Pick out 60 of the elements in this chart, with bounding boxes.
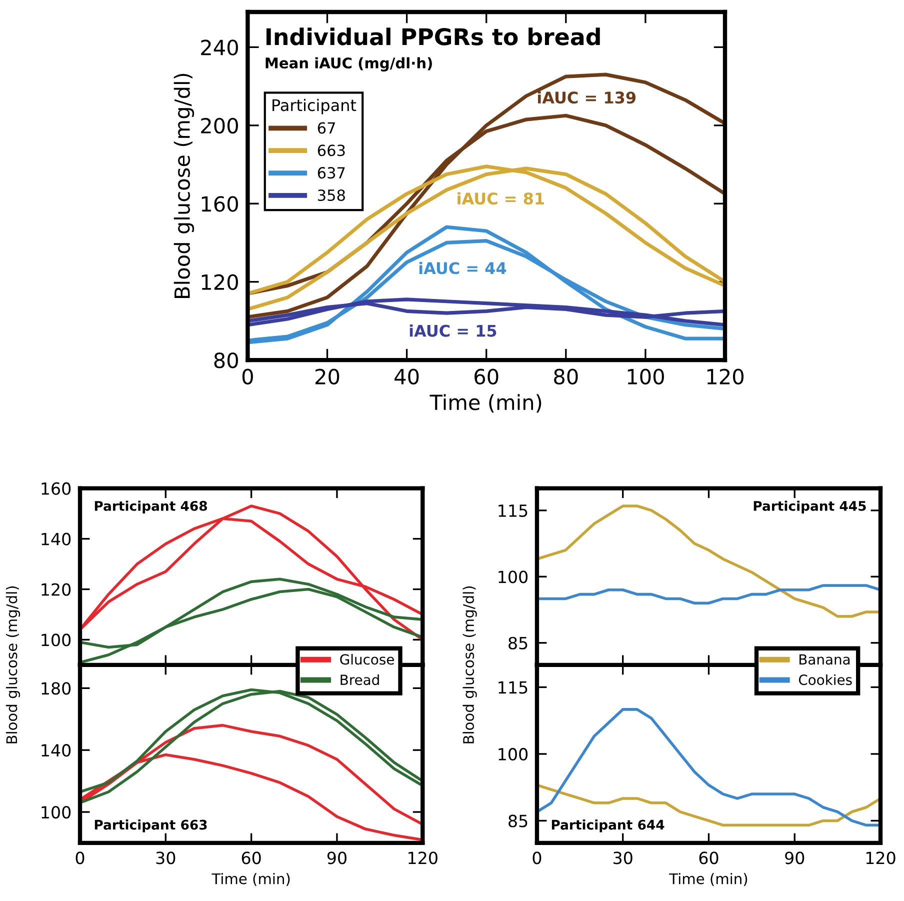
annotation: Participant 663 [94, 820, 207, 832]
y-tick-label: 85 [508, 636, 528, 650]
legend-label: Bread [340, 674, 379, 686]
y-tick-label: 240 [201, 40, 238, 56]
x-tick-label: 100 [628, 368, 664, 384]
legend-label: 637 [318, 167, 345, 179]
x-tick-label: 90 [785, 852, 804, 864]
x-tick-label: 40 [394, 368, 419, 384]
x-tick-label: 90 [327, 852, 346, 864]
x-axis-title: Time (min) [430, 394, 542, 413]
x-tick-label: 120 [707, 368, 744, 384]
legend-title: Participant [272, 98, 356, 114]
annotation: Participant 445 [754, 500, 866, 514]
y-axis-title: Blood glucose (mg/dl) [6, 586, 20, 744]
y-tick-label: 80 [214, 352, 238, 368]
y-tick-label: 115 [498, 504, 528, 517]
y-tick-label: 200 [201, 118, 238, 134]
legend-label: 358 [318, 189, 345, 202]
y-tick-label: 140 [42, 532, 71, 546]
y-tick-label: 160 [42, 482, 71, 495]
y-tick-label: 100 [498, 570, 528, 584]
y-tick-label: 160 [202, 196, 238, 212]
annotation: Participant 468 [94, 500, 207, 514]
x-tick-label: 0 [76, 852, 84, 864]
text: Mean iAUC (mg/dl·h) [266, 57, 432, 72]
y-tick-label: 115 [498, 681, 528, 694]
x-tick-label: 0 [532, 852, 542, 864]
text: Individual PPGRs to bread [266, 28, 600, 46]
y-tick-label: 100 [498, 748, 528, 761]
annotation: iAUC = 81 [458, 192, 544, 205]
y-tick-label: 100 [42, 806, 71, 819]
annotation: Participant 644 [552, 820, 664, 832]
y-tick-label: 85 [508, 814, 528, 828]
legend-label: 663 [318, 144, 345, 156]
x-tick-label: 80 [554, 368, 578, 384]
annotation: iAUC = 15 [410, 324, 496, 337]
x-tick-label: 120 [866, 852, 896, 864]
y-axis-title: Blood glucose (mg/dl) [462, 586, 477, 744]
y-tick-label: 180 [42, 682, 71, 695]
y-tick-label: 120 [42, 583, 71, 596]
y-tick-label: 140 [42, 744, 71, 757]
x-tick-label: 20 [316, 368, 340, 384]
annotation: iAUC = 139 [538, 91, 636, 104]
x-tick-label: 30 [614, 852, 632, 864]
x-tick-label: 60 [242, 852, 261, 864]
x-tick-label: 0 [242, 368, 253, 384]
legend-label: Banana [800, 654, 850, 665]
x-tick-label: 30 [156, 852, 176, 864]
y-tick-label: 100 [42, 634, 71, 646]
legend-label: Cookies [798, 674, 852, 686]
x-axis-title: Time (min) [212, 872, 290, 886]
x-tick-label: 60 [474, 368, 498, 384]
y-tick-label: 120 [202, 274, 238, 290]
annotation: iAUC = 44 [419, 262, 506, 274]
y-axis-title: Blood glucose (mg/dl) [174, 74, 194, 298]
legend-label: 67 [318, 122, 335, 134]
x-tick-label: 120 [408, 852, 438, 864]
x-axis-title: Time (min) [669, 872, 748, 886]
legend-label: Glucose [340, 654, 394, 665]
x-tick-label: 60 [699, 852, 718, 864]
